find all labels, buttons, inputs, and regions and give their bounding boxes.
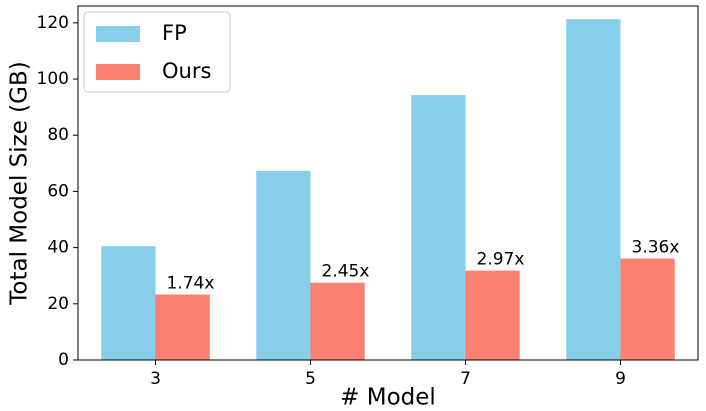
ratio-annotation: 2.97x [477, 250, 525, 270]
legend-text: Ours [162, 59, 211, 83]
bar [465, 270, 520, 360]
x-axis-label: # Model [340, 385, 436, 411]
y-tick-label: 40 [47, 238, 69, 258]
bar [620, 258, 675, 360]
y-tick-label: 60 [47, 181, 69, 201]
y-tick-label: 100 [37, 69, 69, 89]
bar [411, 95, 466, 361]
bar [256, 170, 311, 360]
plot-frame [77, 5, 699, 361]
bar [101, 246, 156, 360]
y-tick-label: 20 [47, 294, 69, 314]
bar [155, 294, 210, 360]
x-tick-label: 5 [305, 369, 316, 389]
legend-text: FP [162, 21, 187, 45]
legend: FP Ours [83, 11, 231, 93]
y-tick-label: 120 [37, 13, 69, 33]
bar [566, 19, 621, 360]
bar [310, 282, 365, 360]
y-tick-label: 0 [58, 350, 69, 370]
x-tick-label: 3 [150, 369, 161, 389]
legend-swatch [96, 26, 140, 42]
ratio-annotation: 1.74x [167, 274, 215, 294]
y-axis-label: Total Model Size (GB) [7, 61, 33, 305]
y-tick-label: 80 [47, 125, 69, 145]
x-tick-label: 7 [460, 369, 471, 389]
x-tick-label: 9 [615, 369, 626, 389]
legend-swatch [96, 64, 140, 80]
ratio-annotation: 3.36x [632, 238, 680, 258]
ratio-annotation: 2.45x [322, 262, 370, 282]
